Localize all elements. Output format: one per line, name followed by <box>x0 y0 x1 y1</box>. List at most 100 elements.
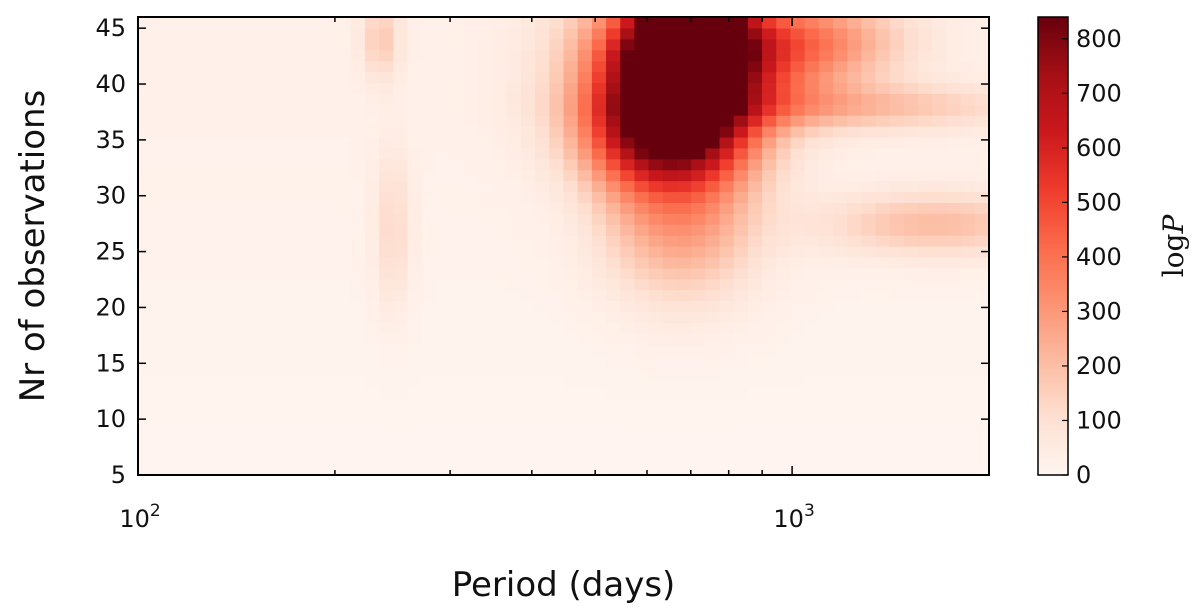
colorbar <box>1037 16 1069 476</box>
heatmap-cell <box>492 17 508 29</box>
heatmap-cell <box>606 38 621 51</box>
heatmap-cell <box>974 82 990 94</box>
heatmap-cell <box>620 126 636 138</box>
heatmap-cell <box>960 322 976 334</box>
heatmap-cell <box>705 158 721 171</box>
heatmap-cell <box>676 355 692 367</box>
heatmap-cell <box>152 158 167 171</box>
heatmap-cell <box>606 180 621 193</box>
heatmap-cell <box>790 38 806 51</box>
heatmap-cell <box>450 158 465 171</box>
heatmap-cell <box>918 115 933 127</box>
heatmap-cell <box>478 235 494 247</box>
heatmap-cell <box>591 115 607 127</box>
heatmap-cell <box>861 365 877 378</box>
heatmap-cell <box>407 409 423 422</box>
heatmap-cell <box>662 300 678 313</box>
heatmap-cell <box>379 104 394 116</box>
heatmap-cell <box>847 267 862 280</box>
heatmap-cell <box>294 376 309 389</box>
heatmap-cell <box>336 431 352 443</box>
heatmap-cell <box>152 398 167 411</box>
heatmap-cell <box>620 453 636 465</box>
heatmap-cell <box>946 398 962 411</box>
heatmap-cell <box>478 376 494 389</box>
heatmap-cell <box>364 420 380 432</box>
heatmap-cell <box>719 420 735 432</box>
heatmap-cell <box>308 333 323 345</box>
heatmap-cell <box>294 38 309 51</box>
heatmap-cell <box>237 115 253 127</box>
heatmap-cell <box>166 202 182 214</box>
heatmap-cell <box>974 180 990 193</box>
heatmap-cell <box>279 322 295 334</box>
heatmap-cell <box>407 365 423 378</box>
heatmap-cell <box>577 278 593 291</box>
heatmap-cell <box>223 398 238 411</box>
heatmap-cell <box>492 158 508 171</box>
heatmap-cell <box>606 322 621 334</box>
colorbar-tick-label: 800 <box>1076 25 1122 53</box>
heatmap-cell <box>719 365 735 378</box>
heatmap-cell <box>932 180 948 193</box>
heatmap-cell <box>762 180 777 193</box>
heatmap-cell <box>790 365 806 378</box>
heatmap-cell <box>832 387 848 400</box>
heatmap-cell <box>265 49 281 62</box>
heatmap-cell <box>237 169 253 182</box>
heatmap-cell <box>875 344 891 356</box>
heatmap-cell <box>577 191 593 203</box>
heatmap-cell <box>733 365 749 378</box>
heatmap-cell <box>676 38 692 51</box>
heatmap-cell <box>591 398 607 411</box>
heatmap-cell <box>138 136 153 149</box>
heatmap-cell <box>747 409 763 422</box>
heatmap-cell <box>932 60 948 73</box>
heatmap-cell <box>549 104 565 116</box>
heatmap-cell <box>208 82 224 94</box>
heatmap-cell <box>932 344 948 356</box>
heatmap-cell <box>577 333 593 345</box>
heatmap-cell <box>804 420 820 432</box>
heatmap-cell <box>407 376 423 389</box>
heatmap-cell <box>634 333 650 345</box>
heatmap-cell <box>719 256 735 269</box>
heatmap-cell <box>577 246 593 258</box>
heatmap-cell <box>563 311 579 323</box>
heatmap-cell <box>208 213 224 225</box>
heatmap-cell <box>932 158 948 171</box>
heatmap-cell <box>294 333 309 345</box>
heatmap-cell <box>832 355 848 367</box>
heatmap-cell <box>691 38 706 51</box>
heatmap-cell <box>889 71 905 84</box>
heatmap-cell <box>506 213 522 225</box>
heatmap-cell <box>492 169 508 182</box>
heatmap-cell <box>350 398 366 411</box>
heatmap-cell <box>294 27 309 40</box>
heatmap-cell <box>577 104 593 116</box>
heatmap-cell <box>889 104 905 116</box>
heatmap-cell <box>223 147 238 160</box>
heatmap-cell <box>237 344 253 356</box>
heatmap-cell <box>279 278 295 291</box>
heatmap-cell <box>478 158 494 171</box>
heatmap-cell <box>492 431 508 443</box>
heatmap-cell <box>336 365 352 378</box>
heatmap-cell <box>747 191 763 203</box>
heatmap-cell <box>776 333 792 345</box>
heatmap-cell <box>492 267 508 280</box>
heatmap-cell <box>691 311 706 323</box>
heatmap-cell <box>648 49 664 62</box>
heatmap-cell <box>535 267 550 280</box>
heatmap-cell <box>223 311 238 323</box>
heatmap-cell <box>294 289 309 302</box>
heatmap-cell <box>861 104 877 116</box>
heatmap-cell <box>336 267 352 280</box>
heatmap-cell <box>265 267 281 280</box>
heatmap-cell <box>336 409 352 422</box>
heatmap-cell <box>379 344 394 356</box>
heatmap-cell <box>804 82 820 94</box>
heatmap-cell <box>591 158 607 171</box>
heatmap-cell <box>918 49 933 62</box>
heatmap-cell <box>648 289 664 302</box>
